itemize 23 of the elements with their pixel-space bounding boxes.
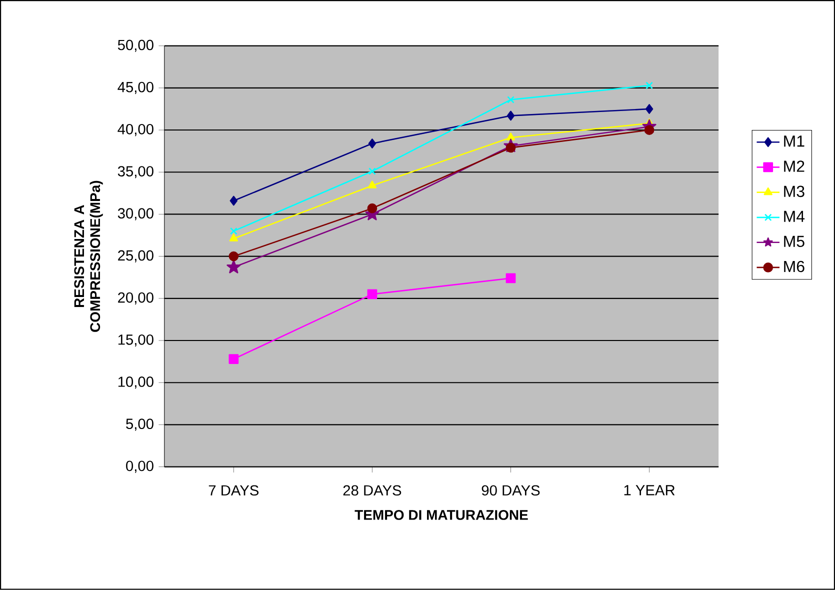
y-tick-label: 45,00 — [118, 82, 154, 94]
legend-label: M6 — [784, 260, 804, 272]
x-tick-label: 28 DAYS — [343, 485, 402, 496]
y-axis-title: RESISTENZA A COMPRESSIONE(MPa) — [74, 180, 103, 332]
y-tick-label: 15,00 — [118, 334, 154, 347]
x-tick-label: 90 DAYS — [482, 485, 540, 496]
y-tick-label: 50,00 — [118, 40, 154, 52]
x-tick-label: 1 YEAR — [624, 485, 675, 496]
legend-label: M4 — [784, 210, 805, 222]
y-tick-label: 30,00 — [118, 208, 154, 220]
y-tick-label: 5,00 — [126, 418, 154, 431]
legend-label: M2 — [784, 160, 804, 172]
legend-label: M3 — [784, 186, 804, 198]
x-axis-title: TEMPO DI MATURAZIONE — [354, 510, 528, 520]
y-tick-label: 25,00 — [118, 250, 154, 262]
legend-label: M5 — [784, 236, 804, 248]
x-tick-label: 7 DAYS — [208, 485, 258, 496]
y-tick-label: 10,00 — [118, 376, 154, 389]
y-tick-label: 0,00 — [126, 460, 154, 473]
legend-label: M1 — [784, 136, 804, 147]
y-tick-label: 20,00 — [118, 292, 154, 305]
y-tick-label: 35,00 — [118, 166, 154, 178]
y-tick-label: 40,00 — [118, 124, 154, 136]
